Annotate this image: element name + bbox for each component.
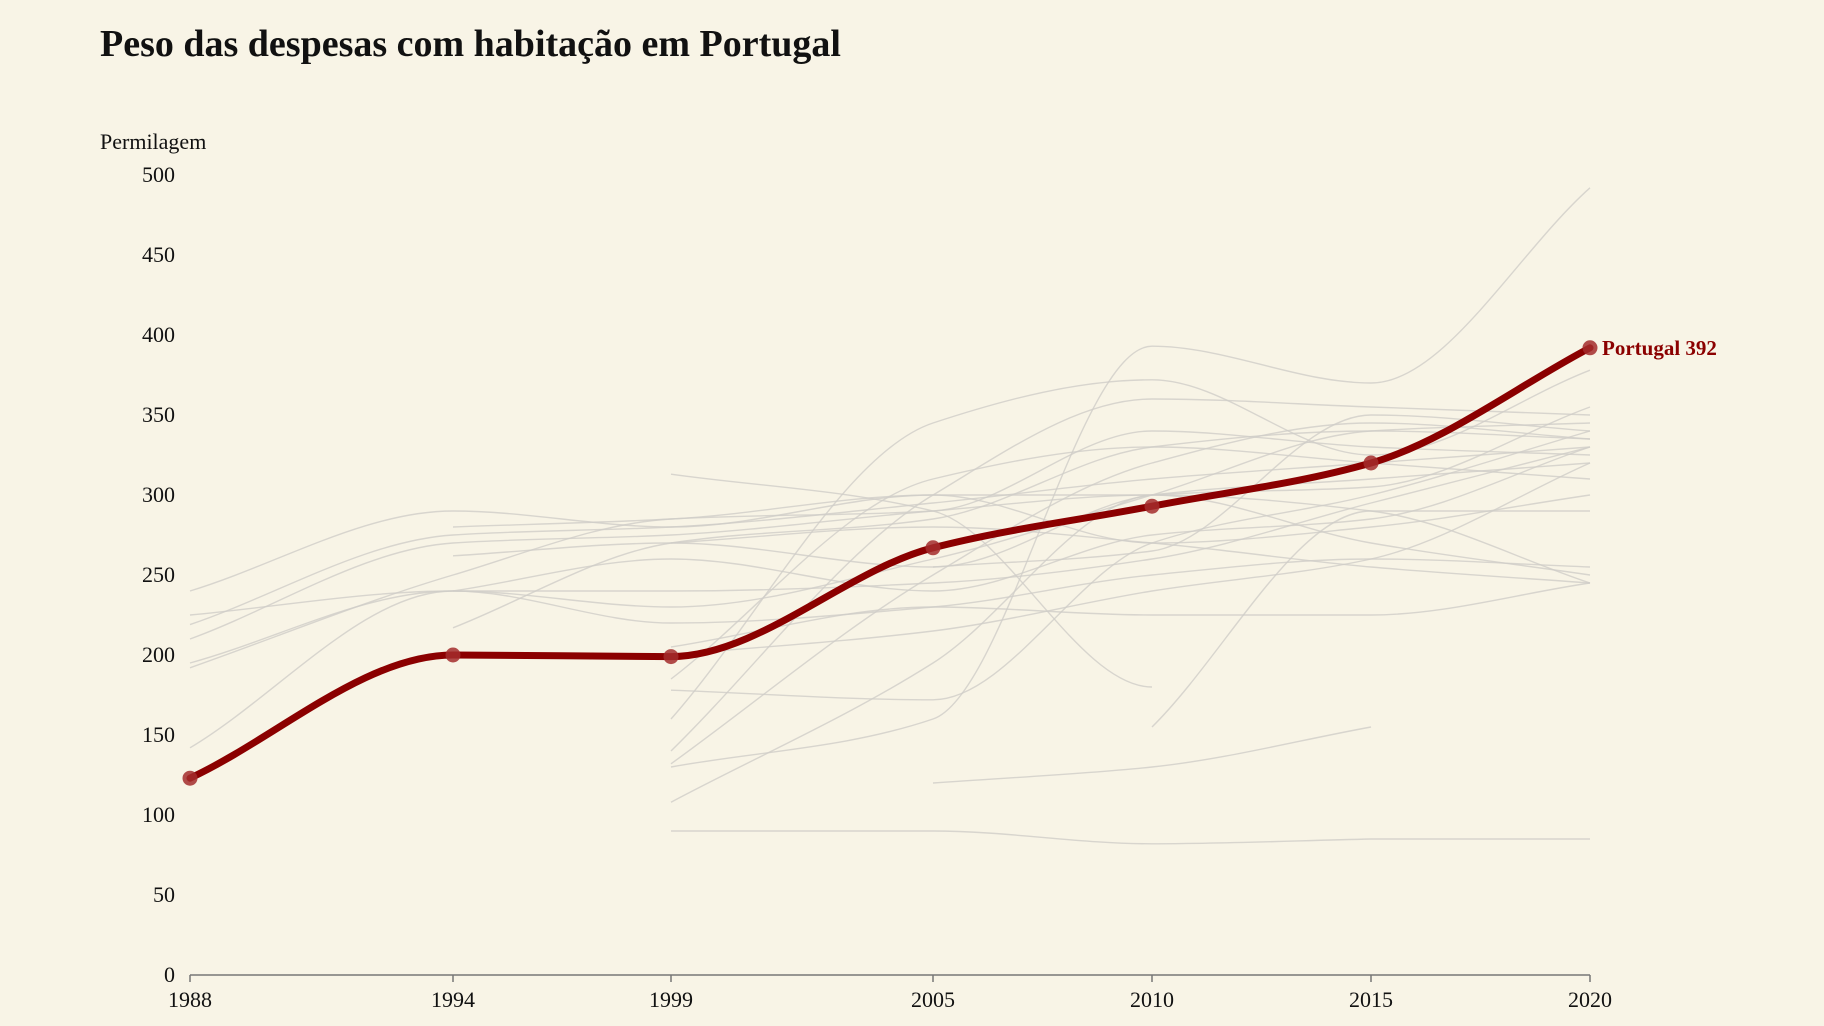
background-series-line <box>670 430 1591 701</box>
portugal-point[interactable] <box>1144 498 1160 514</box>
portugal-point[interactable] <box>663 649 679 665</box>
background-series-line <box>670 406 1591 803</box>
y-tick-label: 0 <box>164 962 175 987</box>
background-series-line <box>932 414 1591 568</box>
x-tick-label: 2015 <box>1349 987 1393 1012</box>
y-tick-label: 350 <box>142 402 175 427</box>
background-series-line <box>452 430 1591 629</box>
portugal-point[interactable] <box>182 770 198 786</box>
portugal-end-label: Portugal 392 <box>1602 336 1717 360</box>
portugal-point[interactable] <box>925 540 941 556</box>
y-axis-label: Permilagem <box>100 129 206 154</box>
x-axis: 1988 1994 1999 2005 2010 2015 2020 <box>168 974 1612 1012</box>
background-series-line <box>189 446 1591 616</box>
portugal-point[interactable] <box>445 647 461 663</box>
background-series-line <box>452 462 1591 568</box>
y-tick-label: 100 <box>142 802 175 827</box>
background-series-line <box>452 494 1591 584</box>
background-series-line <box>189 446 1591 626</box>
x-tick-label: 2020 <box>1568 987 1612 1012</box>
x-tick-label: 1988 <box>168 987 212 1012</box>
x-tick-label: 2005 <box>911 987 955 1012</box>
background-series-line <box>189 430 1591 669</box>
y-tick-label: 150 <box>142 722 175 747</box>
y-tick-label: 250 <box>142 562 175 587</box>
x-tick-label: 2010 <box>1130 987 1174 1012</box>
background-series-line <box>670 462 1591 656</box>
x-tick-label: 1999 <box>649 987 693 1012</box>
background-series-line <box>932 726 1372 784</box>
chart-title: Peso das despesas com habitação em Portu… <box>100 23 841 65</box>
background-series-line <box>670 369 1591 720</box>
y-tick-label: 400 <box>142 322 175 347</box>
y-tick-label: 500 <box>142 162 175 187</box>
background-series <box>189 187 1591 845</box>
portugal-line <box>186 344 1594 782</box>
y-tick-label: 300 <box>142 482 175 507</box>
background-series-line <box>189 494 1591 592</box>
background-series-line <box>189 558 1591 664</box>
background-series-line <box>452 446 1591 592</box>
portugal-series: Portugal 392 <box>182 336 1717 786</box>
background-series-line <box>671 830 1372 845</box>
y-tick-label: 200 <box>142 642 175 667</box>
background-series-line <box>670 582 1591 648</box>
background-series-line <box>670 473 1153 688</box>
background-series-line <box>670 422 1591 765</box>
y-axis: 0 50 100 150 200 250 300 350 400 450 500 <box>142 162 175 987</box>
x-tick-label: 1994 <box>431 987 475 1012</box>
portugal-point[interactable] <box>1582 340 1598 356</box>
background-series-line <box>670 526 1591 584</box>
background-series-line <box>1151 510 1590 728</box>
y-tick-label: 50 <box>153 882 175 907</box>
y-tick-label: 450 <box>142 242 175 267</box>
background-series-line <box>670 398 1591 752</box>
portugal-point[interactable] <box>1363 455 1379 471</box>
background-series-line <box>670 187 1591 768</box>
background-series-line <box>670 446 1591 680</box>
